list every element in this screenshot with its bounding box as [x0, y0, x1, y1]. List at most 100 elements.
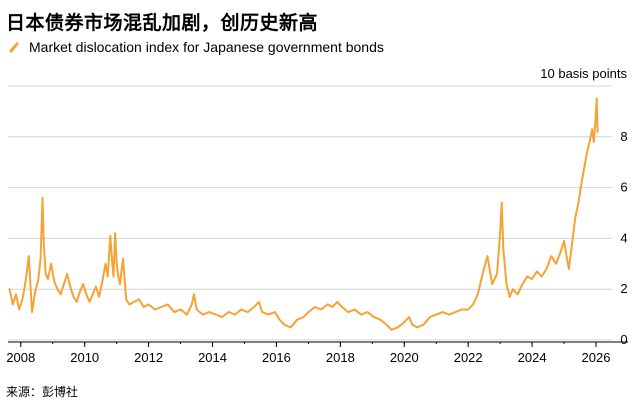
- data-point: [508, 295, 511, 298]
- x-tick-label: 2018: [326, 350, 355, 365]
- x-tick-label: 2014: [198, 350, 227, 365]
- data-point: [42, 242, 45, 245]
- data-point: [491, 283, 494, 285]
- data-point: [353, 308, 356, 311]
- chart-title: 日本债券市场混乱加剧，创历史新高: [6, 12, 319, 34]
- data-point: [341, 306, 343, 308]
- data-point: [574, 217, 577, 220]
- data-point: [69, 285, 72, 288]
- data-point: [208, 311, 211, 313]
- data-point: [119, 283, 121, 285]
- data-point: [273, 311, 276, 313]
- data-point: [138, 298, 140, 301]
- data-point: [502, 247, 505, 250]
- x-tick-label: 2024: [518, 350, 547, 365]
- data-point: [435, 313, 438, 316]
- data-point: [95, 285, 97, 288]
- data-point: [114, 232, 116, 235]
- data-point: [460, 308, 463, 311]
- data-point: [347, 311, 350, 313]
- data-point: [173, 311, 176, 313]
- y-tick-label: 2: [620, 281, 627, 296]
- data-point: [360, 313, 362, 316]
- data-point: [50, 262, 52, 265]
- data-point: [496, 273, 498, 275]
- data-point: [44, 273, 47, 275]
- data-point: [563, 240, 565, 242]
- data-point: [397, 326, 399, 329]
- data-point: [592, 141, 595, 143]
- data-point: [278, 318, 281, 321]
- data-point: [59, 293, 62, 296]
- data-point: [88, 301, 91, 303]
- data-point: [448, 313, 450, 316]
- data-point: [385, 323, 388, 326]
- data-point: [454, 311, 457, 313]
- x-tick-label: 2012: [134, 350, 163, 365]
- data-point: [486, 255, 489, 258]
- x-tick-label: 2020: [390, 350, 419, 365]
- data-point: [336, 301, 339, 303]
- data-point: [221, 316, 224, 318]
- data-point: [596, 130, 599, 133]
- x-axis: 2008 2010 2012 2014 2016 2018 2020 2022 2024 2026: [6, 341, 628, 365]
- data-point: [195, 308, 198, 311]
- y-tick-label: 4: [620, 230, 627, 245]
- data-point: [302, 316, 305, 318]
- data-point: [521, 283, 524, 285]
- data-point: [416, 326, 418, 329]
- x-tick-label: 2026: [582, 350, 611, 365]
- data-point: [320, 308, 323, 311]
- data-point: [133, 301, 136, 303]
- data-point: [109, 235, 112, 237]
- data-point: [550, 255, 553, 258]
- source-note: 来源：彭博社: [6, 385, 79, 399]
- y-tick-label: 8: [620, 129, 627, 144]
- data-point: [568, 268, 570, 270]
- data-point: [39, 257, 42, 260]
- data-point: [536, 270, 538, 273]
- data-point: [555, 262, 557, 265]
- data-point: [390, 328, 393, 331]
- data-point: [154, 308, 156, 311]
- data-point: [115, 262, 118, 265]
- data-point: [586, 151, 588, 153]
- data-point: [258, 301, 260, 303]
- data-point: [565, 255, 568, 258]
- data-point: [422, 323, 425, 326]
- data-point: [583, 163, 586, 166]
- data-point: [98, 295, 100, 298]
- data-point: [234, 313, 236, 316]
- data-point: [41, 196, 44, 199]
- data-point: [240, 308, 243, 311]
- data-point: [24, 280, 27, 283]
- data-point: [476, 293, 479, 296]
- data-point: [122, 257, 124, 260]
- y-axis-unit-label: 10 basis points: [540, 66, 627, 81]
- data-point: [531, 278, 533, 280]
- data-point: [588, 141, 591, 143]
- data-point: [580, 181, 583, 184]
- data-point: [481, 273, 484, 275]
- data-point: [499, 232, 501, 235]
- data-point: [190, 303, 193, 306]
- data-point: [142, 306, 145, 308]
- data-point: [56, 288, 59, 291]
- data-point: [467, 308, 470, 311]
- data-point: [571, 242, 573, 245]
- data-point: [283, 323, 286, 326]
- data-point: [403, 321, 406, 324]
- data-point: [193, 293, 195, 296]
- data-point: [125, 298, 128, 301]
- data-point: [540, 275, 543, 278]
- data-point: [8, 288, 11, 291]
- data-point: [179, 308, 182, 311]
- data-point: [261, 311, 263, 313]
- data-point: [104, 262, 107, 265]
- data-point: [505, 283, 508, 285]
- data-point: [160, 306, 163, 308]
- data-point: [91, 293, 94, 296]
- data-point: [331, 306, 334, 308]
- data-point: [79, 290, 81, 293]
- y-tick-label: 0: [620, 332, 627, 347]
